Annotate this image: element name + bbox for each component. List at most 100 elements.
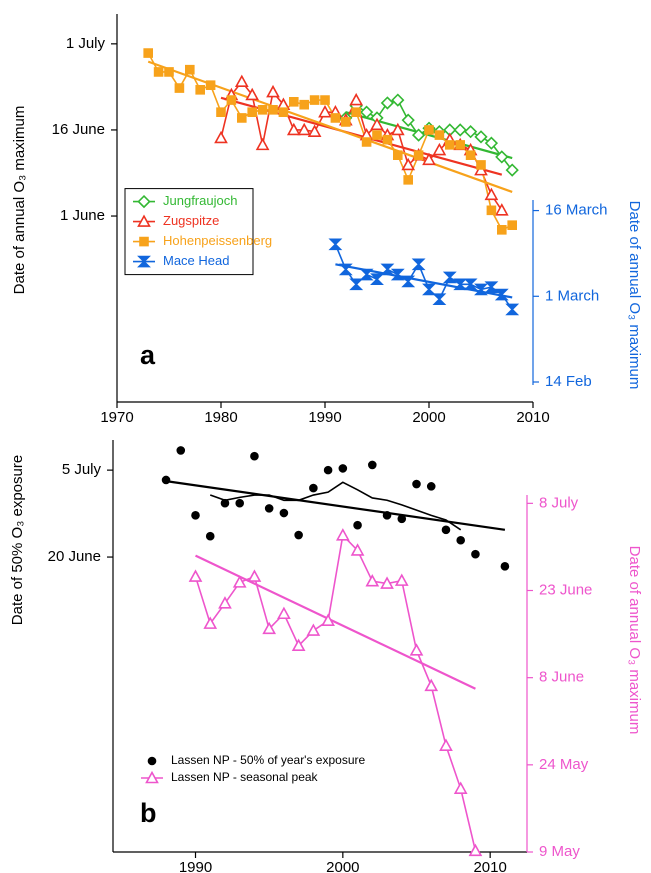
y-axis-title: Date of annual O₃ maximum	[11, 106, 28, 295]
marker	[382, 134, 393, 145]
legend-label: Zugspitze	[163, 213, 219, 228]
marker	[309, 95, 320, 105]
marker	[218, 596, 232, 609]
legend-label: Mace Head	[163, 253, 229, 268]
marker	[422, 283, 436, 296]
marker	[486, 205, 497, 216]
legend-marker	[137, 194, 151, 209]
marker	[505, 303, 520, 316]
legend-marker	[139, 236, 149, 247]
marker	[507, 220, 517, 231]
marker	[361, 137, 372, 147]
marker	[255, 137, 270, 151]
marker	[397, 514, 407, 524]
marker	[471, 549, 480, 559]
panel-label: a	[140, 340, 156, 370]
marker	[370, 117, 384, 131]
marker	[277, 606, 291, 620]
marker	[205, 80, 216, 90]
marker	[323, 465, 333, 475]
marker	[153, 67, 164, 77]
panel-label: b	[140, 798, 157, 828]
marker	[432, 293, 447, 305]
marker	[335, 528, 350, 541]
marker	[455, 140, 465, 150]
marker	[495, 150, 509, 164]
y2-tick-label: 8 June	[539, 669, 584, 686]
y2-tick-label: 8 July	[539, 494, 579, 511]
x-tick-label: 1990	[179, 859, 212, 873]
marker	[250, 451, 259, 461]
legend-marker	[137, 255, 151, 268]
marker	[164, 67, 174, 77]
marker	[349, 92, 364, 106]
marker	[403, 175, 413, 185]
marker	[307, 124, 322, 137]
marker	[465, 150, 476, 160]
marker	[161, 475, 171, 485]
marker	[247, 569, 262, 582]
y2-tick-label: 24 May	[539, 756, 589, 773]
marker	[359, 105, 374, 119]
marker	[411, 128, 426, 142]
marker	[278, 107, 289, 117]
marker	[257, 105, 268, 115]
marker	[237, 113, 247, 123]
marker	[497, 225, 507, 235]
marker	[195, 84, 205, 95]
legend-marker	[147, 756, 157, 766]
x-tick-label: 2000	[412, 409, 445, 426]
marker	[412, 479, 421, 489]
marker	[291, 638, 306, 652]
y2-axis-title: Date of annual O₃ maximum	[626, 546, 643, 735]
marker	[338, 464, 348, 473]
marker	[453, 781, 468, 794]
marker	[394, 573, 409, 586]
marker	[264, 504, 274, 513]
marker	[214, 130, 228, 144]
marker	[422, 152, 436, 166]
trend-line	[345, 111, 513, 160]
marker	[351, 107, 361, 117]
marker	[232, 575, 247, 588]
x-tick-label: 2010	[473, 859, 506, 873]
marker	[445, 140, 455, 150]
marker	[434, 130, 445, 140]
marker	[220, 498, 230, 508]
marker	[380, 576, 394, 589]
y-tick-label: 5 July	[62, 461, 102, 478]
x-tick-label: 2010	[516, 409, 549, 426]
marker	[439, 738, 453, 751]
marker	[382, 511, 392, 520]
x-tick-label: 1970	[100, 409, 133, 426]
legend-marker	[145, 770, 159, 784]
marker	[463, 125, 478, 139]
series-line	[334, 243, 513, 310]
marker	[474, 283, 488, 296]
marker	[413, 150, 424, 160]
marker	[279, 508, 289, 518]
marker	[391, 93, 405, 107]
y2-tick-label: 14 Feb	[545, 373, 592, 390]
marker	[234, 74, 249, 88]
marker	[309, 483, 318, 493]
marker	[299, 99, 309, 110]
marker	[456, 535, 466, 545]
marker	[185, 64, 195, 75]
marker	[476, 160, 486, 170]
marker	[205, 531, 215, 541]
marker	[289, 97, 299, 107]
marker	[262, 621, 277, 635]
legend-label: Hohenpeissenberg	[163, 233, 272, 248]
marker	[453, 278, 468, 291]
marker	[359, 268, 374, 281]
marker	[247, 107, 257, 117]
marker	[372, 130, 382, 140]
marker	[349, 278, 364, 291]
marker	[350, 543, 365, 556]
legend-marker	[137, 214, 151, 227]
marker	[226, 95, 237, 105]
marker	[318, 104, 332, 118]
marker	[320, 95, 330, 105]
